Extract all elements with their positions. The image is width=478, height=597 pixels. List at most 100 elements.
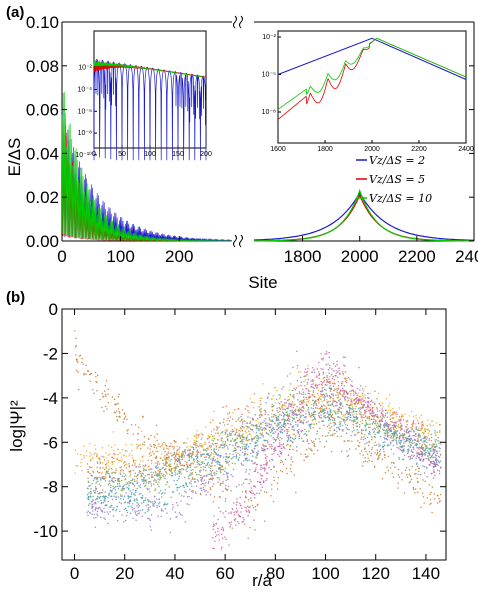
scatter-point — [222, 430, 224, 433]
scatter-point — [290, 405, 293, 408]
scatter-point — [156, 450, 159, 453]
scatter-point — [163, 456, 165, 459]
scatter-point — [97, 480, 99, 482]
scatter-point — [377, 428, 380, 430]
scatter-point — [179, 463, 182, 465]
scatter-point — [251, 492, 253, 495]
scatter-point — [139, 509, 142, 512]
scatter-point — [325, 435, 327, 437]
scatter-point — [294, 408, 297, 411]
scatter-point — [134, 475, 136, 477]
scatter-point — [243, 420, 246, 422]
scatter-point — [135, 513, 137, 515]
scatter-point — [332, 399, 334, 402]
scatter-point — [188, 481, 191, 484]
scatter-point — [94, 448, 97, 450]
scatter-point — [309, 423, 312, 426]
scatter-point — [235, 429, 238, 432]
scatter-point — [126, 463, 128, 465]
scatter-point — [176, 463, 178, 465]
scatter-point — [381, 428, 384, 431]
scatter-point — [316, 432, 318, 435]
scatter-point — [402, 451, 404, 453]
scatter-point — [116, 415, 118, 418]
scatter-point — [439, 460, 442, 462]
scatter-point — [391, 437, 393, 439]
scatter-point — [435, 457, 437, 460]
scatter-point — [178, 455, 180, 457]
scatter-point — [437, 440, 439, 442]
scatter-point — [186, 503, 188, 505]
scatter-point — [166, 461, 168, 464]
scatter-point — [430, 455, 433, 458]
scatter-point — [264, 418, 267, 420]
scatter-point — [328, 407, 331, 410]
ytick-label: -10 — [33, 522, 58, 541]
scatter-point — [408, 440, 410, 443]
scatter-point — [166, 465, 168, 467]
scatter-point — [130, 443, 133, 446]
scatter-point — [369, 403, 371, 406]
scatter-point — [439, 467, 442, 469]
scatter-point — [320, 405, 323, 408]
scatter-point — [279, 461, 282, 464]
scatter-point — [248, 433, 251, 435]
scatter-point — [116, 458, 119, 461]
scatter-point — [341, 395, 344, 397]
ytick-label: -2 — [43, 344, 58, 363]
scatter-point — [254, 441, 257, 444]
scatter-point — [372, 401, 374, 403]
scatter-point — [159, 489, 162, 492]
scatter-point — [279, 445, 281, 448]
scatter-point — [110, 506, 112, 508]
scatter-point — [162, 466, 164, 469]
scatter-point — [412, 429, 415, 432]
scatter-point — [239, 454, 241, 456]
scatter-point — [194, 442, 197, 444]
scatter-point — [220, 464, 222, 466]
scatter-point — [159, 446, 161, 448]
scatter-point — [176, 450, 178, 452]
scatter-point — [319, 440, 321, 443]
scatter-point — [111, 456, 113, 459]
scatter-point — [154, 444, 156, 447]
scatter-point — [242, 433, 244, 435]
scatter-point — [163, 504, 165, 506]
scatter-point — [94, 486, 97, 488]
scatter-point — [304, 433, 307, 435]
scatter-point — [436, 469, 439, 471]
scatter-point — [186, 461, 188, 463]
scatter-point — [360, 413, 362, 416]
scatter-point — [89, 442, 91, 445]
scatter-point — [345, 427, 347, 429]
scatter-point — [343, 422, 346, 424]
scatter-point — [240, 427, 242, 430]
scatter-point — [260, 474, 263, 477]
scatter-point — [325, 351, 328, 353]
scatter-point — [345, 432, 348, 435]
scatter-point — [191, 462, 193, 464]
scatter-point — [175, 453, 178, 455]
scatter-point — [200, 478, 203, 480]
scatter-point — [212, 525, 215, 528]
scatter-point — [339, 425, 341, 427]
scatter-point — [421, 427, 423, 429]
scatter-point — [415, 426, 418, 428]
scatter-point — [338, 373, 341, 375]
scatter-point — [233, 518, 236, 521]
scatter-point — [367, 426, 370, 429]
scatter-point — [305, 448, 308, 451]
scatter-point — [298, 413, 301, 416]
scatter-point — [366, 436, 369, 439]
scatter-point — [238, 429, 240, 432]
scatter-point — [209, 470, 212, 472]
scatter-point — [235, 507, 238, 510]
scatter-point — [371, 448, 373, 451]
scatter-point — [89, 455, 91, 457]
panel-b-label: (b) — [6, 289, 25, 306]
scatter-point — [286, 440, 288, 442]
scatter-point — [311, 371, 313, 374]
series-right-2 — [254, 188, 474, 242]
scatter-point — [249, 422, 251, 424]
scatter-point — [329, 434, 332, 437]
